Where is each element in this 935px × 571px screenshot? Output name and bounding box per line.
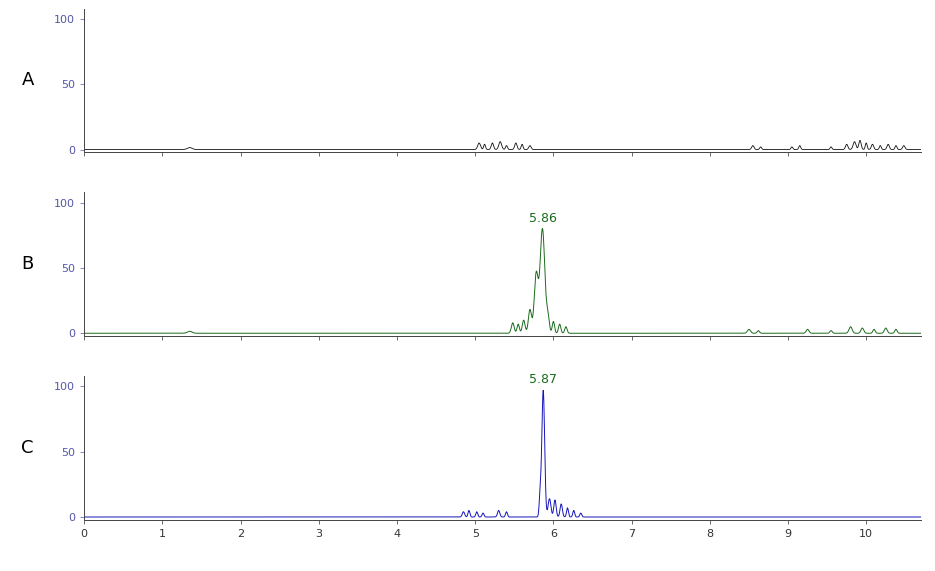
Text: C: C [22, 439, 34, 457]
Text: A: A [22, 71, 34, 89]
Text: 5.87: 5.87 [529, 373, 557, 387]
Text: B: B [22, 255, 34, 273]
Text: 5.86: 5.86 [528, 212, 556, 225]
